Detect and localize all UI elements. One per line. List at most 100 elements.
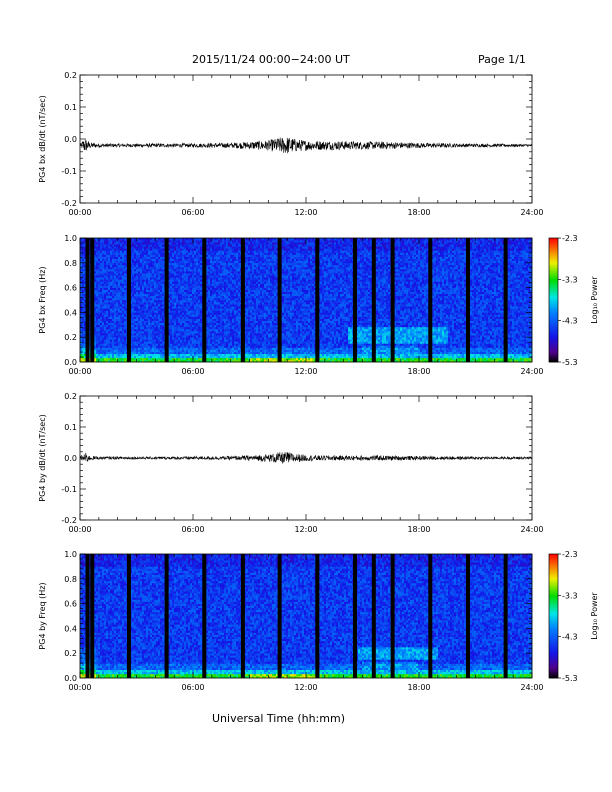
heatmap-cell bbox=[136, 246, 138, 248]
heatmap-cell bbox=[218, 300, 220, 302]
heatmap-cell bbox=[110, 350, 112, 352]
heatmap-cell bbox=[144, 273, 146, 275]
heatmap-cell bbox=[236, 279, 238, 281]
heatmap-cell bbox=[198, 314, 200, 316]
heatmap-cell bbox=[136, 250, 138, 252]
heatmap-cell bbox=[94, 250, 96, 252]
heatmap-cell bbox=[194, 329, 196, 331]
heatmap-cell bbox=[96, 292, 98, 294]
heatmap-cell bbox=[224, 288, 226, 290]
heatmap-cell bbox=[140, 327, 142, 329]
heatmap-cell bbox=[212, 273, 214, 275]
heatmap-cell bbox=[82, 248, 84, 250]
heatmap-cell bbox=[114, 300, 116, 302]
heatmap-cell bbox=[146, 350, 148, 352]
heatmap-cell bbox=[82, 304, 84, 306]
heatmap-cell bbox=[206, 356, 208, 358]
heatmap-cell bbox=[156, 354, 158, 356]
heatmap-cell bbox=[156, 339, 158, 341]
heatmap-cell bbox=[228, 352, 230, 354]
heatmap-cell bbox=[110, 321, 112, 323]
heatmap-cell bbox=[114, 252, 116, 254]
heatmap-cell bbox=[188, 308, 190, 310]
heatmap-cell bbox=[112, 327, 114, 329]
heatmap-cell bbox=[108, 281, 110, 283]
heatmap-cell bbox=[206, 246, 208, 248]
heatmap-cell bbox=[196, 323, 198, 325]
heatmap-cell bbox=[160, 310, 162, 312]
heatmap-cell bbox=[160, 292, 162, 294]
heatmap-cell bbox=[174, 244, 176, 246]
heatmap-cell bbox=[230, 246, 232, 248]
heatmap-cell bbox=[144, 265, 146, 267]
heatmap-cell bbox=[238, 269, 240, 271]
heatmap-cell bbox=[198, 281, 200, 283]
heatmap-cell bbox=[124, 356, 126, 358]
heatmap-cell bbox=[176, 259, 178, 261]
heatmap-cell bbox=[210, 242, 212, 244]
heatmap-cell bbox=[138, 244, 140, 246]
heatmap-cell bbox=[98, 339, 100, 341]
heatmap-cell bbox=[142, 343, 144, 345]
heatmap-cell bbox=[146, 345, 148, 347]
heatmap-cell bbox=[102, 248, 104, 250]
heatmap-cell bbox=[108, 252, 110, 254]
heatmap-cell bbox=[182, 257, 184, 259]
heatmap-cell bbox=[138, 273, 140, 275]
heatmap-cell bbox=[224, 325, 226, 327]
heatmap-cell bbox=[112, 296, 114, 298]
heatmap-cell bbox=[236, 335, 238, 337]
heatmap-cell bbox=[160, 255, 162, 257]
heatmap-cell bbox=[186, 358, 188, 360]
heatmap-cell bbox=[230, 323, 232, 325]
heatmap-cell bbox=[152, 283, 154, 285]
heatmap-cell bbox=[156, 288, 158, 290]
heatmap-cell bbox=[196, 290, 198, 292]
heatmap-cell bbox=[196, 240, 198, 242]
heatmap-cell bbox=[152, 298, 154, 300]
heatmap-cell bbox=[196, 279, 198, 281]
heatmap-cell bbox=[104, 343, 106, 345]
heatmap-cell bbox=[146, 246, 148, 248]
heatmap-cell bbox=[198, 246, 200, 248]
heatmap-cell bbox=[210, 317, 212, 319]
heatmap-cell bbox=[236, 352, 238, 354]
heatmap-cell bbox=[122, 255, 124, 257]
heatmap-cell bbox=[110, 302, 112, 304]
heatmap-cell bbox=[100, 329, 102, 331]
heatmap-cell bbox=[136, 312, 138, 314]
heatmap-cell bbox=[108, 265, 110, 267]
heatmap-cell bbox=[138, 275, 140, 277]
heatmap-cell bbox=[180, 337, 182, 339]
heatmap-cell bbox=[230, 281, 232, 283]
heatmap-cell bbox=[100, 296, 102, 298]
heatmap-cell bbox=[190, 275, 192, 277]
heatmap-cell bbox=[96, 261, 98, 263]
heatmap-cell bbox=[116, 288, 118, 290]
heatmap-cell bbox=[120, 261, 122, 263]
heatmap-cell bbox=[150, 296, 152, 298]
heatmap-cell bbox=[132, 333, 134, 335]
heatmap-cell bbox=[208, 323, 210, 325]
heatmap-cell bbox=[152, 317, 154, 319]
heatmap-cell bbox=[212, 317, 214, 319]
heatmap-cell bbox=[200, 310, 202, 312]
heatmap-cell bbox=[138, 339, 140, 341]
heatmap-cell bbox=[160, 246, 162, 248]
heatmap-cell bbox=[112, 257, 114, 259]
heatmap-cell bbox=[194, 283, 196, 285]
heatmap-cell bbox=[174, 327, 176, 329]
heatmap-cell bbox=[106, 348, 108, 350]
heatmap-cell bbox=[154, 261, 156, 263]
heatmap-cell bbox=[170, 277, 172, 279]
heatmap-cell bbox=[186, 279, 188, 281]
heatmap-cell bbox=[190, 286, 192, 288]
heatmap-cell bbox=[94, 294, 96, 296]
heatmap-cell bbox=[120, 292, 122, 294]
heatmap-cell bbox=[82, 275, 84, 277]
heatmap-cell bbox=[206, 248, 208, 250]
heatmap-cell bbox=[190, 263, 192, 265]
heatmap-cell bbox=[228, 261, 230, 263]
heatmap-cell bbox=[224, 252, 226, 254]
heatmap-cell bbox=[232, 273, 234, 275]
